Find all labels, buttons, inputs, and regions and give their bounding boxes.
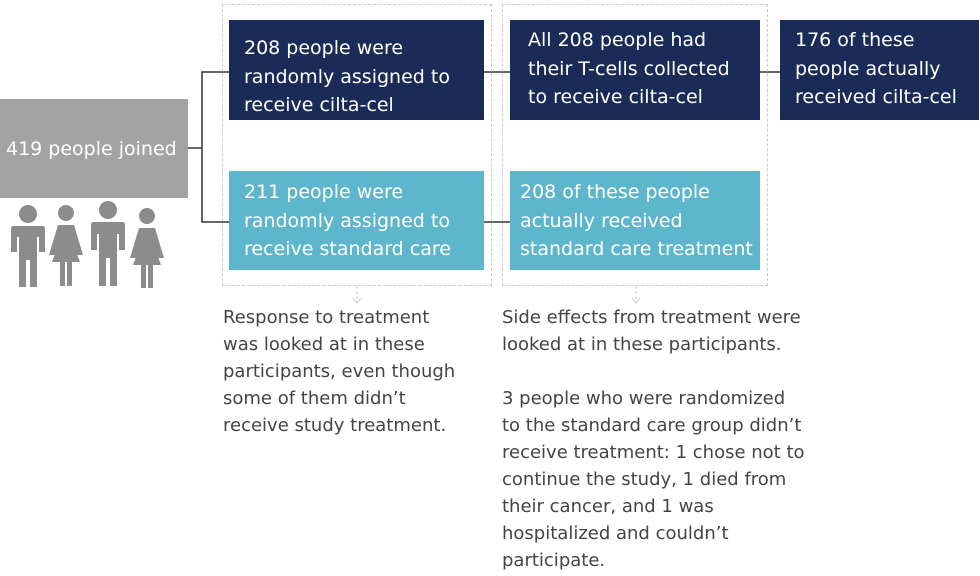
male-person-icon bbox=[11, 205, 45, 287]
female-person-icon bbox=[130, 208, 164, 288]
note-line: participants, even though bbox=[223, 361, 456, 382]
box-line: 211 people were bbox=[244, 181, 404, 203]
response-note: Response to treatment was looked at in t… bbox=[223, 304, 455, 439]
box-line: to receive cilta-cel bbox=[528, 86, 703, 108]
note-line: receive treatment: 1 chose not to bbox=[502, 442, 805, 463]
box-line: receive cilta-cel bbox=[244, 94, 394, 116]
arrow-down-icon bbox=[352, 286, 362, 304]
randomized-standard-care-box: 211 people were randomly assigned to rec… bbox=[229, 171, 484, 270]
treated-group-frame bbox=[502, 4, 768, 286]
note-line: 3 people who were randomized bbox=[502, 388, 786, 409]
note-line: to the standard care group didn’t bbox=[502, 415, 802, 436]
box-line: 208 people were bbox=[244, 37, 404, 59]
randomized-group-frame bbox=[222, 4, 492, 286]
box-line: randomly assigned to bbox=[244, 209, 450, 232]
note-line: some of them didn’t bbox=[223, 388, 406, 409]
connector-start-branch bbox=[188, 71, 229, 223]
arrow-down-icon bbox=[631, 286, 641, 304]
box-line: people actually bbox=[795, 57, 941, 80]
note-line: continue the study, 1 died from bbox=[502, 469, 787, 490]
start-label: 419 people joined bbox=[6, 137, 177, 160]
note-line: hospitalized and couldn’t bbox=[502, 523, 729, 544]
collected-cilta-cel-box: All 208 people had their T-cells collect… bbox=[510, 20, 760, 120]
received-standard-care-box: 208 of these people actually received st… bbox=[510, 171, 760, 270]
note-line: Side effects from treatment were bbox=[502, 307, 801, 328]
note-line: Response to treatment bbox=[223, 307, 430, 328]
note-line: receive study treatment. bbox=[223, 415, 447, 436]
box-line: All 208 people had bbox=[528, 29, 707, 51]
box-line: 176 of these bbox=[795, 29, 915, 51]
received-cilta-cel-box: 176 of these people actually received ci… bbox=[780, 20, 979, 120]
note-line: was looked at in these bbox=[223, 334, 425, 355]
note-line: their cancer, and 1 was bbox=[502, 496, 714, 517]
box-line: receive standard care bbox=[244, 238, 451, 260]
box-line: randomly assigned to bbox=[244, 65, 450, 88]
female-person-icon bbox=[49, 205, 83, 286]
start-box: 419 people joined bbox=[0, 99, 188, 198]
box-line: standard care treatment bbox=[520, 238, 753, 260]
note-line: participate. bbox=[502, 550, 606, 571]
side-effects-note: Side effects from treatment were looked … bbox=[502, 304, 801, 358]
box-line: received cilta-cel bbox=[795, 86, 957, 108]
box-line: their T-cells collected bbox=[528, 57, 730, 80]
note-line: looked at in these participants. bbox=[502, 334, 782, 355]
excluded-note: 3 people who were randomized to the stan… bbox=[502, 385, 805, 574]
box-line: actually received bbox=[520, 209, 683, 232]
randomized-cilta-cel-box: 208 people were randomly assigned to rec… bbox=[229, 20, 484, 120]
male-person-icon bbox=[91, 201, 125, 286]
box-line: 208 of these people bbox=[520, 181, 710, 203]
